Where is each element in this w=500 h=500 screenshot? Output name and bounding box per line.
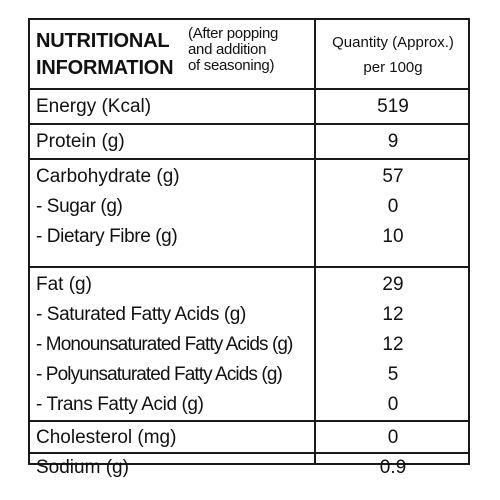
sodium-label: Sodium (g): [36, 457, 129, 478]
carbohydrate-label: Carbohydrate (g): [36, 166, 180, 187]
trans-fatty-acid-label: - Trans Fatty Acid (g): [36, 394, 204, 415]
table-row-sodium: Sodium (g) 0.9: [30, 454, 468, 478]
quantity-header: Quantity (Approx.) per 100g: [316, 30, 470, 80]
cholesterol-value: 0: [387, 427, 399, 448]
title-line-2: INFORMATION: [36, 57, 174, 79]
column-divider: [314, 20, 316, 463]
table-row-fat-group: Fat (g) - Saturated Fatty Acids (g) - Mo…: [30, 268, 468, 422]
monounsaturated-fatty-acids-label: - Monounsaturated Fatty Acids (g): [36, 334, 293, 355]
title-line-1: NUTRITIONAL: [36, 30, 170, 52]
table-row-carbohydrate-group: Carbohydrate (g) - Sugar (g) - Dietary F…: [30, 160, 468, 268]
dietary-fibre-value: 10: [382, 226, 404, 247]
table-row-protein: Protein (g) 9: [30, 125, 468, 160]
saturated-fatty-acids-value: 12: [382, 304, 404, 325]
sugar-label: - Sugar (g): [36, 196, 123, 217]
dietary-fibre-label: - Dietary Fibre (g): [36, 226, 178, 247]
sugar-value: 0: [387, 196, 399, 217]
nutrition-table: NUTRITIONAL INFORMATION (After popping a…: [28, 18, 470, 478]
saturated-fatty-acids-label: - Saturated Fatty Acids (g): [36, 304, 246, 325]
quantity-header-line-1: Quantity (Approx.): [332, 34, 454, 51]
serving-note-line-3: of seasoning): [188, 57, 275, 74]
polyunsaturated-fatty-acids-label: - Polyunsaturated Fatty Acids (g): [36, 364, 283, 385]
polyunsaturated-fatty-acids-value: 5: [387, 364, 399, 385]
energy-value: 519: [377, 96, 409, 117]
carbohydrate-value: 57: [382, 166, 404, 187]
serving-note: (After popping and addition of seasoning…: [188, 26, 278, 74]
table-title: NUTRITIONAL INFORMATION: [36, 28, 174, 82]
sodium-value: 0.9: [379, 457, 407, 478]
protein-label: Protein (g): [36, 131, 125, 152]
table-row-cholesterol: Cholesterol (mg) 0: [30, 422, 468, 454]
monounsaturated-fatty-acids-value: 12: [382, 334, 404, 355]
cholesterol-label: Cholesterol (mg): [36, 427, 177, 448]
table-row-energy: Energy (Kcal) 519: [30, 90, 468, 125]
protein-value: 9: [387, 131, 399, 152]
serving-note-line-2: and addition: [188, 41, 267, 58]
fat-value: 29: [382, 274, 404, 295]
fat-label: Fat (g): [36, 274, 92, 295]
serving-note-line-1: (After popping: [188, 25, 279, 42]
header-row: NUTRITIONAL INFORMATION (After popping a…: [30, 20, 468, 90]
energy-label: Energy (Kcal): [36, 96, 152, 117]
quantity-header-line-2: per 100g: [363, 59, 423, 76]
trans-fatty-acid-value: 0: [387, 394, 399, 415]
